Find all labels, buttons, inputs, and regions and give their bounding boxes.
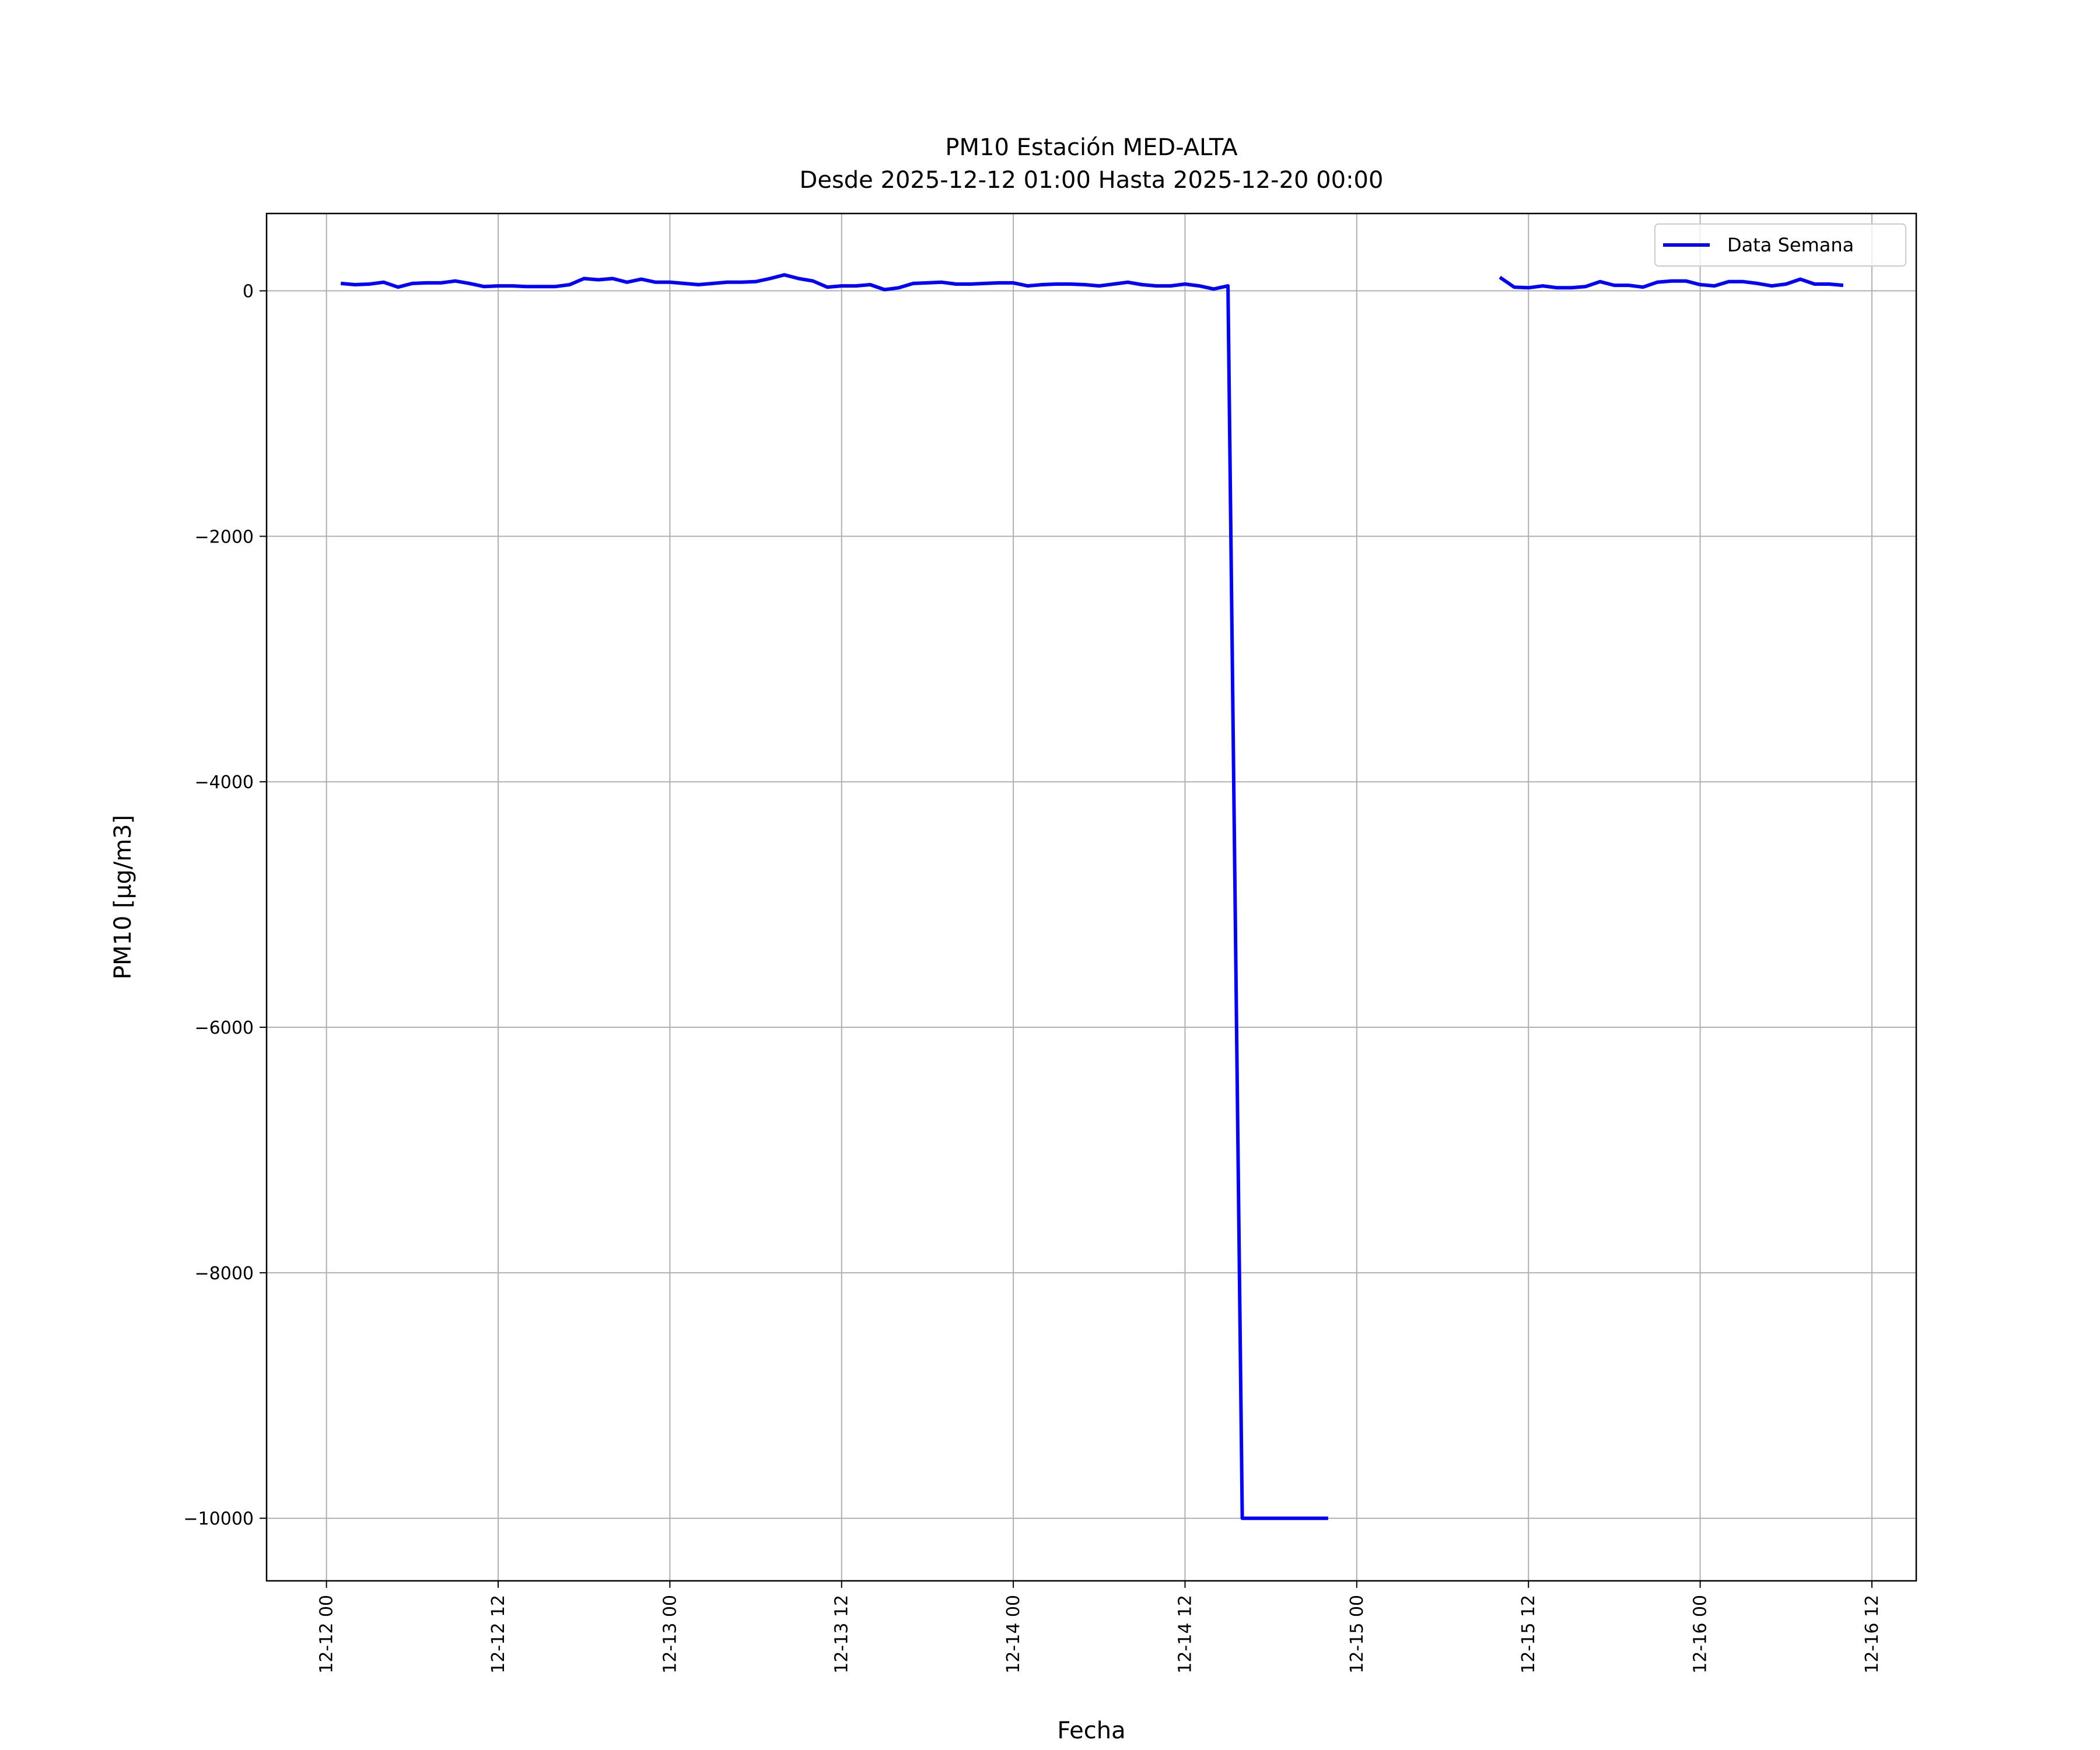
chart-title: PM10 Estación MED-ALTA <box>945 134 1238 161</box>
y-tick-label: −2000 <box>195 527 254 547</box>
x-tick-label: 12-16 00 <box>1690 1595 1711 1674</box>
y-tick-label: −8000 <box>195 1264 254 1284</box>
plot-frame <box>265 212 1917 1582</box>
x-tick-label: 12-13 12 <box>832 1595 852 1674</box>
x-tick-label: 12-14 00 <box>1003 1595 1024 1674</box>
x-axis-label: Fecha <box>1057 1717 1125 1744</box>
x-tick-label: 12-13 00 <box>660 1595 680 1674</box>
y-tick-label: −10000 <box>183 1509 254 1530</box>
legend: Data Semana <box>1654 223 1906 267</box>
x-tick-label: 12-14 12 <box>1175 1595 1195 1674</box>
x-tick-label: 12-12 00 <box>317 1595 337 1674</box>
y-tick-label: −6000 <box>195 1018 254 1038</box>
x-tick-label: 12-12 12 <box>488 1595 509 1674</box>
x-tick-label: 12-15 00 <box>1347 1595 1367 1674</box>
data-line <box>340 273 1844 1520</box>
legend-box <box>1654 223 1906 267</box>
x-tick-label: 12-15 12 <box>1518 1595 1539 1674</box>
y-tick-label: −4000 <box>195 772 254 793</box>
chart-subtitle: Desde 2025-12-12 01:00 Hasta 2025-12-20 … <box>800 167 1384 194</box>
legend-label: Data Semana <box>1727 234 1854 256</box>
x-tick-label: 12-16 12 <box>1862 1595 1882 1674</box>
y-axis-label: PM10 [μg/m3] <box>110 815 136 979</box>
y-tick-label: 0 <box>243 282 254 302</box>
